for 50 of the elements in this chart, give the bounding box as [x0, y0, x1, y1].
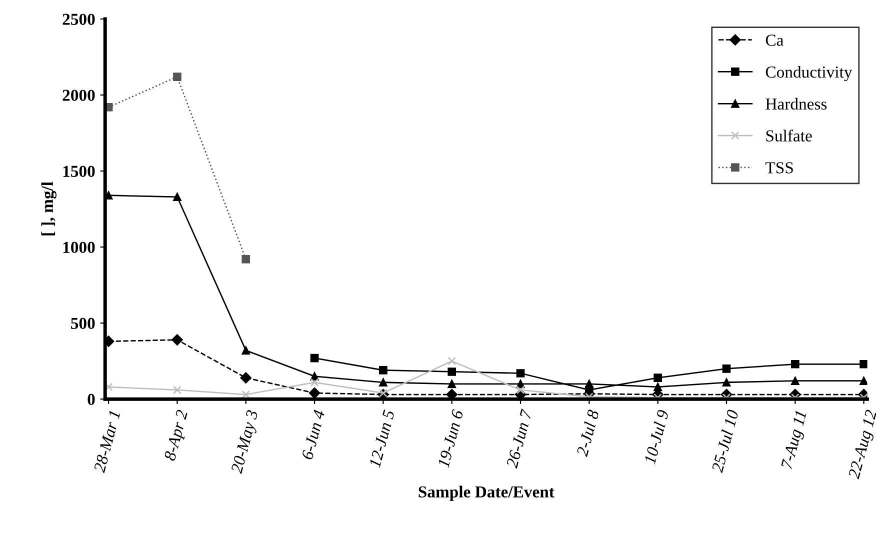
point — [516, 369, 525, 378]
point — [379, 378, 388, 387]
y-tick-label: 1500 — [63, 166, 95, 177]
x-tick-label: 20-May 3 — [230, 410, 262, 475]
point — [448, 380, 456, 388]
point — [654, 374, 662, 382]
x-tick-label: 26-Jun 7 — [506, 408, 532, 469]
point — [310, 354, 319, 362]
x-tick-label: 12-Jun 5 — [368, 409, 395, 468]
point — [448, 368, 456, 376]
y-tick-label: 2500 — [62, 14, 95, 25]
point — [722, 364, 731, 373]
point — [448, 356, 456, 366]
point — [173, 192, 182, 202]
point — [860, 360, 868, 368]
point — [516, 386, 525, 394]
point — [308, 387, 320, 399]
x-tick-label: 2-Jul 8 — [576, 409, 600, 458]
point — [722, 378, 731, 387]
x-tick-label: 6-Jun 4 — [301, 409, 326, 460]
point — [654, 382, 662, 392]
legend-label: Sulfate — [766, 130, 812, 142]
legend-label: Ca — [766, 34, 784, 46]
point — [172, 334, 183, 346]
legend-label: TSS — [766, 162, 793, 174]
legend-label: Conductivity — [766, 66, 852, 82]
legend-label: Hardness — [766, 98, 827, 110]
point — [310, 378, 319, 387]
x-tick-label: 10-Jul 9 — [644, 409, 669, 464]
point — [585, 380, 594, 388]
x-tick-label: 28-Mar 1 — [94, 410, 120, 474]
point — [242, 255, 250, 264]
y-axis-title: [ ], mg/l — [41, 182, 57, 236]
x-axis-title: Sample Date/Event — [418, 486, 554, 501]
point — [240, 372, 252, 384]
point — [173, 72, 182, 81]
x-tick-label: 8-Apr 2 — [164, 409, 192, 462]
point — [790, 360, 800, 368]
point — [379, 366, 388, 374]
y-tick-label: 0 — [88, 394, 95, 406]
y-tick-label: 500 — [71, 318, 95, 330]
point — [242, 346, 250, 355]
point — [173, 386, 182, 394]
y-tick-label: 1000 — [63, 242, 95, 254]
point — [860, 376, 868, 386]
point — [790, 376, 800, 386]
y-tick-label: 2000 — [62, 90, 95, 101]
x-tick-label: 25-Jul 10 — [710, 409, 739, 474]
x-tick-label: 7-Aug 11 — [780, 410, 810, 470]
x-tick-label: 19-Jun 6 — [438, 409, 464, 468]
